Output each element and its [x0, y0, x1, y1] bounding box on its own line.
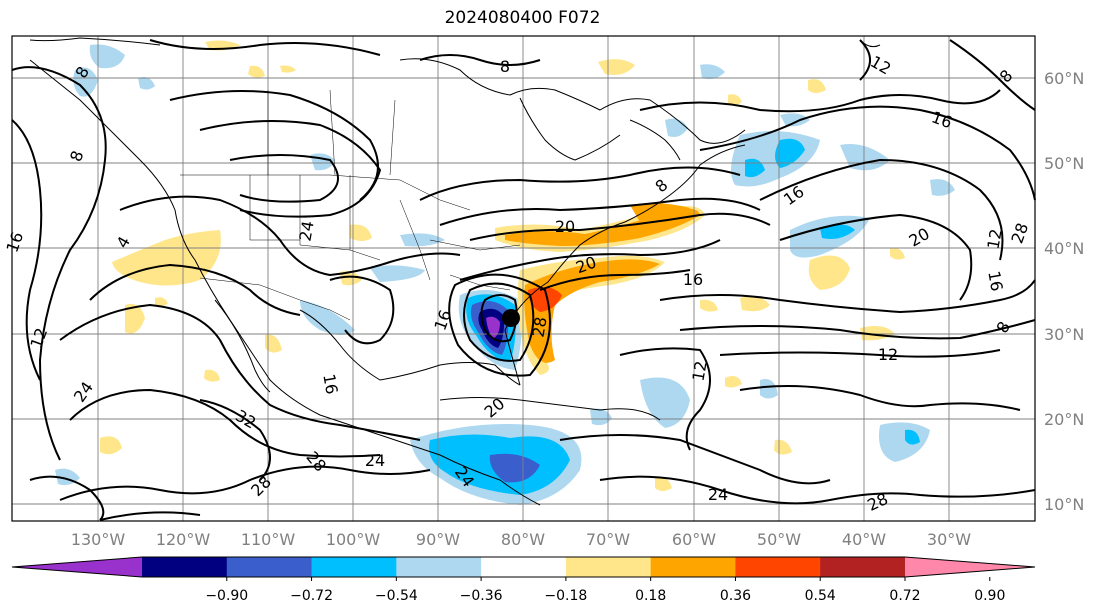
contour-value-label: 24 — [365, 451, 385, 470]
latitude-label: 50°N — [1044, 154, 1084, 173]
colorbar-segment — [142, 557, 228, 577]
longitude-label: 120°W — [156, 530, 211, 549]
contour-value-label: 24 — [295, 219, 317, 242]
contour-value-label: 28 — [528, 315, 550, 338]
latitude-label: 30°N — [1044, 325, 1084, 344]
latitude-label: 10°N — [1044, 495, 1084, 514]
colorbar-segment — [396, 557, 482, 577]
colorbar: −0.90 −0.72 −0.54 −0.36 −0.18 0.18 0.36 0.54 0.7… — [11, 556, 1036, 604]
colorbar-segment — [226, 557, 313, 577]
colorbar-tick-label: −0.54 — [375, 588, 418, 604]
colorbar-tick-label: 0.90 — [974, 588, 1005, 604]
contour-value-label: 16 — [984, 269, 1006, 292]
longitude-label: 30°W — [927, 530, 971, 549]
longitude-label: 130°W — [71, 530, 126, 549]
colorbar-tick-label: −0.36 — [460, 588, 503, 604]
colorbar-tick-label: 0.72 — [889, 588, 920, 604]
colorbar-segment — [735, 557, 821, 577]
latitude-label: 60°N — [1044, 69, 1084, 88]
colorbar-segment — [311, 557, 397, 577]
colorbar-extend-min — [12, 557, 142, 577]
latitude-labels: 60°N 50°N 40°N 30°N 20°N 10°N — [1044, 69, 1084, 514]
longitude-label: 70°W — [586, 530, 630, 549]
colorbar-segment — [481, 557, 567, 577]
colorbar-tick-label: −0.72 — [290, 588, 333, 604]
contour-value-label: 8 — [500, 57, 510, 76]
contour-value-label: 12 — [878, 345, 898, 364]
longitude-label: 90°W — [416, 530, 460, 549]
colorbar-segment — [650, 557, 736, 577]
longitude-label: 110°W — [241, 530, 296, 549]
colorbar-segment — [565, 557, 652, 577]
latitude-label: 20°N — [1044, 410, 1084, 429]
longitude-label: 40°W — [842, 530, 886, 549]
latitude-label: 40°N — [1044, 239, 1084, 258]
contour-value-label: 24 — [708, 485, 728, 504]
longitude-label: 60°W — [672, 530, 716, 549]
longitude-label: 50°W — [757, 530, 801, 549]
contour-value-label: 12 — [983, 227, 1005, 250]
colorbar-tick-label: −0.18 — [544, 588, 587, 604]
colorbar-extend-max — [905, 557, 1035, 577]
longitude-label: 80°W — [501, 530, 545, 549]
contour-value-label: 16 — [319, 372, 341, 395]
colorbar-tick-label: 0.36 — [720, 588, 751, 604]
colorbar-tick-label: 0.54 — [805, 588, 836, 604]
colorbar-tick-label: 0.18 — [635, 588, 666, 604]
storm-center-marker — [502, 309, 520, 327]
longitude-label: 100°W — [326, 530, 381, 549]
contour-value-label: 20 — [555, 217, 575, 236]
colorbar-segment — [820, 557, 906, 577]
colorbar-tick-label: −0.90 — [205, 588, 248, 604]
contour-value-label: 16 — [683, 270, 703, 289]
map-panel: 888 8121212121216161616161620202020242424… — [2, 35, 1036, 522]
longitude-labels: 130°W 120°W 110°W 100°W 90°W 80°W 70°W 60°W 50°W… — [71, 530, 971, 549]
map-title: 2024080400 F072 — [444, 8, 601, 28]
contour-value-label: 12 — [688, 359, 710, 382]
contour-lines — [11, 39, 1036, 521]
